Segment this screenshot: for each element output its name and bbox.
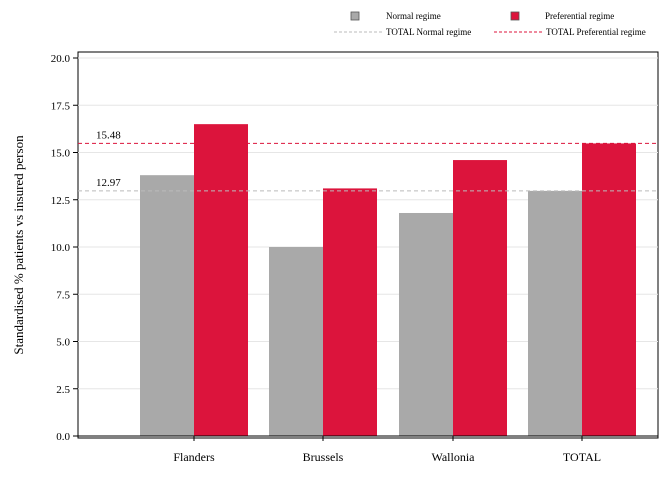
bar-normal-regime-flanders bbox=[140, 175, 194, 436]
bar-normal-regime-brussels bbox=[269, 247, 323, 436]
reference-line-label: 12.97 bbox=[96, 177, 121, 189]
x-tick-label: Wallonia bbox=[431, 450, 475, 464]
bar-normal-regime-total bbox=[528, 190, 582, 436]
y-tick-label: 12.5 bbox=[51, 195, 71, 207]
y-tick-label: 7.5 bbox=[56, 289, 70, 301]
y-tick-label: 10.0 bbox=[51, 242, 71, 254]
legend-label-preferential-regime: Preferential regime bbox=[545, 11, 614, 21]
legend-label-total-preferential-regime: TOTAL Preferential regime bbox=[546, 27, 646, 37]
y-axis-title: Standardised % patients vs insured perso… bbox=[11, 135, 26, 355]
y-tick-label: 17.5 bbox=[51, 100, 71, 112]
x-tick-label: Brussels bbox=[303, 450, 344, 464]
legend-label-normal-regime: Normal regime bbox=[386, 11, 441, 21]
reference-lines: 12.97 15.48 bbox=[78, 129, 658, 192]
legend: Normal regime Preferential regime TOTAL … bbox=[334, 11, 646, 37]
legend-swatch-preferential-regime bbox=[510, 11, 520, 21]
bar-preferential-regime-brussels bbox=[323, 188, 377, 436]
legend-label-total-normal-regime: TOTAL Normal regime bbox=[386, 27, 471, 37]
bar-preferential-regime-total bbox=[582, 143, 636, 437]
y-tick-label: 15.0 bbox=[51, 148, 71, 160]
y-tick-label: 20.0 bbox=[51, 53, 71, 65]
bars bbox=[140, 124, 636, 437]
y-tick-label: 2.5 bbox=[56, 384, 70, 396]
y-tick-label: 0.0 bbox=[56, 431, 70, 443]
x-tick-label: Flanders bbox=[173, 450, 215, 464]
legend-swatch-normal-regime bbox=[350, 11, 360, 21]
bar-preferential-regime-wallonia bbox=[453, 160, 507, 436]
bar-normal-regime-wallonia bbox=[399, 212, 453, 436]
x-tick-label: TOTAL bbox=[563, 450, 601, 464]
y-tick-label: 5.0 bbox=[56, 337, 70, 349]
bar-preferential-regime-flanders bbox=[194, 124, 248, 437]
y-axis: 0.0 2.5 5.0 7.5 10.0 12.5 15.0 17.5 20.0 bbox=[51, 53, 78, 443]
x-axis: Flanders Brussels Wallonia TOTAL bbox=[173, 436, 601, 464]
reference-line-label: 15.48 bbox=[96, 129, 121, 141]
